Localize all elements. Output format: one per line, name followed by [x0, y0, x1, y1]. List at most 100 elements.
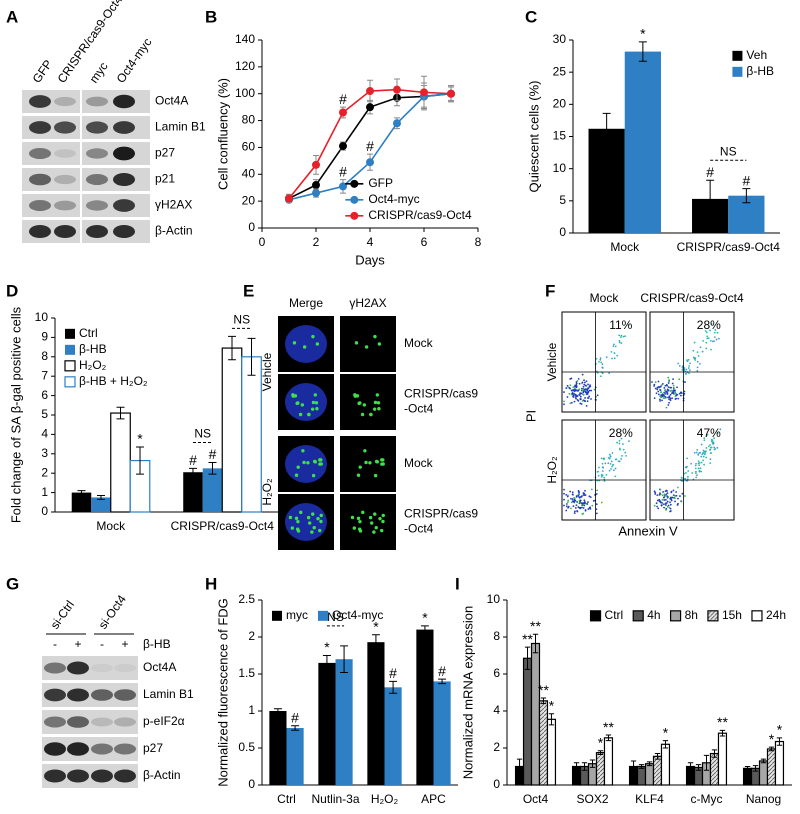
event-dot: [590, 389, 593, 392]
event-dot: [710, 339, 712, 342]
foci: [373, 473, 378, 478]
event-dot: [570, 389, 573, 392]
event-dot: [563, 492, 565, 495]
event-dot: [577, 506, 580, 508]
legend-label: Oct4-myc: [332, 608, 383, 622]
event-dot: [573, 496, 576, 499]
row-label: CRISPR/cas9: [404, 387, 478, 401]
event-dot: [572, 505, 575, 508]
event-dot: [676, 504, 679, 506]
blot-band: [29, 148, 51, 159]
error-bar: [706, 179, 715, 219]
event-dot: [581, 502, 584, 505]
event-dot: [618, 339, 621, 342]
bar: [110, 412, 131, 513]
lane-sign: +: [121, 637, 128, 651]
micrograph: [340, 494, 396, 550]
y-tick-label: 120: [235, 59, 255, 73]
event-dot: [713, 336, 716, 339]
event-dot: [579, 392, 582, 395]
y-tick-label: 60: [242, 140, 256, 154]
event-dot: [573, 390, 576, 393]
x-tick-label: 0: [259, 235, 266, 249]
blot-band: [54, 200, 76, 211]
event-dot: [697, 467, 700, 470]
error-bar: [136, 446, 145, 475]
foci: [373, 512, 377, 516]
blot-band: [44, 688, 66, 702]
event-dot: [584, 509, 587, 512]
event-dot: [600, 457, 603, 460]
event-dot: [570, 401, 573, 404]
event-dot: [698, 464, 701, 467]
error-bar: [524, 646, 531, 670]
event-dot: [709, 462, 712, 465]
error-bar: [662, 740, 669, 749]
event-dot: [697, 460, 700, 463]
event-dot: [586, 387, 589, 390]
foci: [296, 519, 300, 524]
micrograph: [340, 374, 396, 430]
blot-row-label: Oct4A: [155, 94, 188, 108]
event-dot: [657, 507, 660, 510]
blot-band: [114, 717, 136, 727]
event-dot: [574, 507, 577, 509]
event-dot: [659, 398, 661, 401]
event-dot: [588, 506, 591, 509]
event-dot: [672, 384, 675, 387]
event-dot: [611, 452, 614, 454]
event-dot: [692, 349, 695, 352]
event-dot: [664, 389, 667, 392]
event-dot: [676, 393, 679, 396]
event-dot: [570, 507, 572, 510]
nucleus: [285, 503, 327, 541]
data-point: [312, 189, 320, 198]
y-tick-label: 6: [41, 388, 48, 402]
event-dot: [598, 360, 600, 363]
event-dot: [608, 469, 611, 472]
error-bar: [548, 713, 555, 726]
event-dot: [563, 488, 565, 491]
event-dot: [653, 397, 656, 400]
event-dot: [583, 499, 586, 502]
significance-mark: #: [366, 138, 374, 154]
event-dot: [625, 454, 628, 457]
significance-mark: *: [640, 26, 646, 42]
event-dot: [620, 458, 623, 460]
error-bar: [695, 764, 702, 771]
event-dot: [624, 451, 627, 454]
ns-label: NS: [233, 313, 250, 327]
foci: [354, 341, 359, 345]
legend-swatch: [732, 66, 743, 77]
event-dot: [713, 448, 716, 451]
foci: [294, 473, 299, 477]
event-dot: [653, 383, 656, 386]
event-dot: [660, 384, 663, 386]
bar: [774, 740, 785, 786]
foci: [319, 513, 323, 518]
event-dot: [595, 493, 598, 495]
y-tick-label: 1: [41, 485, 48, 499]
blot-band: [114, 663, 136, 673]
legend-swatch: [272, 610, 282, 621]
event-dot: [662, 397, 665, 399]
event-dot: [695, 476, 698, 479]
event-dot: [688, 365, 691, 367]
blot-strip: [22, 194, 150, 217]
error-bar: [116, 406, 125, 420]
y-tick-label: 2: [41, 465, 48, 479]
event-dot: [572, 396, 575, 398]
event-dot: [591, 504, 594, 507]
event-dot: [657, 386, 660, 388]
significance-mark: #: [209, 446, 217, 462]
x-tick-label: c-Myc: [691, 792, 723, 806]
event-dot: [573, 501, 576, 504]
y-tick-label: 5: [559, 193, 566, 207]
event-dot: [611, 357, 613, 360]
x-tick-label: SOX2: [576, 792, 608, 806]
event-dot: [563, 504, 565, 507]
lane-label: myc: [87, 59, 111, 85]
event-dot: [575, 504, 578, 507]
event-dot: [582, 512, 585, 515]
event-dot: [565, 493, 568, 496]
